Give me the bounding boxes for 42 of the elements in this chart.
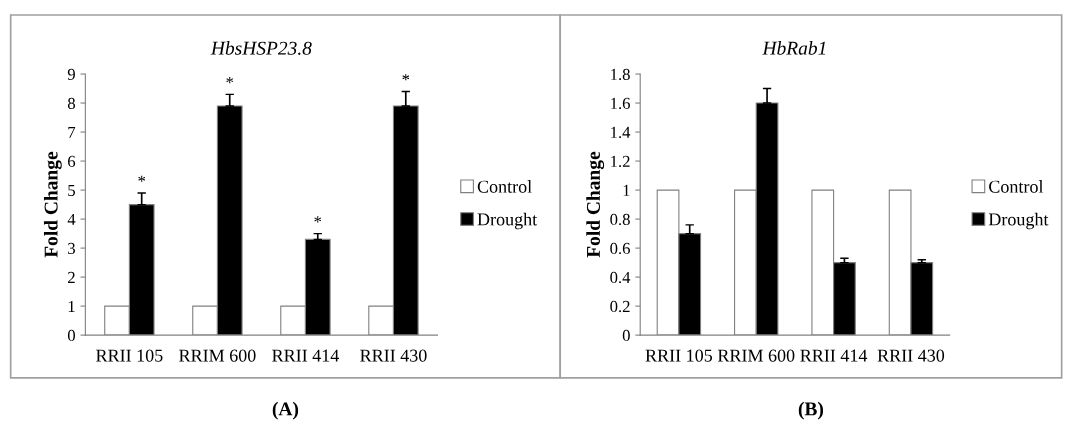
- y-tick-label: 1: [623, 184, 630, 196]
- legend-label: Control: [989, 180, 1044, 193]
- y-tick-label: 8: [67, 97, 75, 109]
- y-axis-title: Fold Change: [43, 151, 62, 258]
- y-tick-label: 0.8: [610, 213, 630, 226]
- x-tick-label: RRII 105: [645, 349, 713, 362]
- x-tick-label: RRII 414: [800, 349, 868, 362]
- text: (B): [798, 401, 824, 420]
- y-tick-label: 1.8: [611, 68, 630, 81]
- y-axis-title: Fold Change: [586, 151, 605, 258]
- annotation: *: [226, 77, 234, 84]
- y-tick-label: 0: [67, 329, 75, 342]
- x-tick-label: RRII 430: [877, 349, 945, 362]
- y-tick-label: 0.2: [610, 300, 630, 313]
- x-tick-label: RRII 430: [360, 349, 427, 362]
- x-tick-label: RRIM 600: [179, 349, 256, 362]
- legend-label: Drought: [988, 212, 1049, 230]
- annotation: *: [402, 74, 410, 81]
- y-tick-label: 2: [68, 271, 75, 283]
- y-tick-label: 4: [67, 213, 76, 225]
- y-tick-label: 0: [622, 329, 630, 342]
- y-tick-label: 0.6: [610, 242, 630, 255]
- y-tick-label: 6: [68, 155, 76, 168]
- x-tick-label: RRII 414: [272, 349, 339, 362]
- annotation: *: [314, 216, 322, 223]
- y-tick-label: 7: [68, 126, 76, 138]
- x-tick-label: RRIM 600: [717, 349, 795, 362]
- legend-label: Drought: [477, 212, 538, 230]
- y-tick-label: 9: [67, 68, 75, 80]
- legend-label: Control: [477, 180, 532, 193]
- chart-title: HbRab1: [762, 41, 826, 55]
- y-tick-label: 3: [68, 242, 75, 255]
- y-tick-label: 1.6: [611, 97, 630, 110]
- y-tick-label: 5: [68, 184, 75, 197]
- x-tick-label: RRII 105: [96, 349, 163, 362]
- y-tick-label: 0.4: [610, 271, 631, 284]
- chart-title: HbsHSP23.8: [210, 41, 312, 55]
- annotation: *: [138, 175, 146, 182]
- text: (A): [272, 401, 299, 420]
- y-tick-label: 1.2: [611, 155, 630, 168]
- y-tick-label: 1: [68, 300, 75, 312]
- y-tick-label: 1.4: [611, 126, 631, 139]
